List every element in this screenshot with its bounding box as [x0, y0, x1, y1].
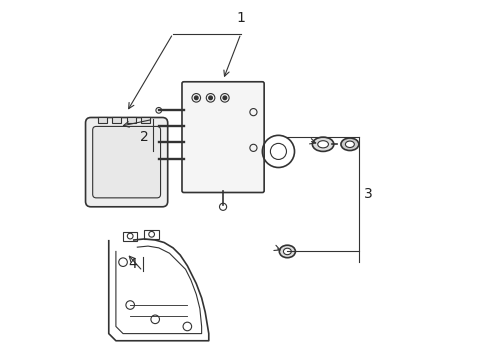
Bar: [141, 117, 149, 123]
Text: 3: 3: [364, 187, 372, 201]
Text: 1: 1: [236, 10, 245, 24]
FancyBboxPatch shape: [182, 82, 264, 193]
Ellipse shape: [345, 141, 354, 148]
Bar: [126, 117, 135, 123]
Ellipse shape: [312, 137, 333, 152]
Circle shape: [223, 96, 226, 100]
Bar: [123, 232, 137, 241]
Bar: [98, 117, 107, 123]
FancyBboxPatch shape: [85, 117, 167, 207]
Ellipse shape: [279, 245, 295, 258]
Bar: [112, 117, 121, 123]
Circle shape: [208, 96, 212, 100]
Text: 2: 2: [140, 130, 148, 144]
Bar: [144, 230, 159, 239]
Ellipse shape: [317, 141, 328, 148]
Ellipse shape: [283, 248, 291, 255]
Text: 4: 4: [128, 257, 137, 271]
FancyBboxPatch shape: [93, 126, 160, 198]
Circle shape: [194, 96, 198, 100]
Ellipse shape: [340, 138, 358, 150]
